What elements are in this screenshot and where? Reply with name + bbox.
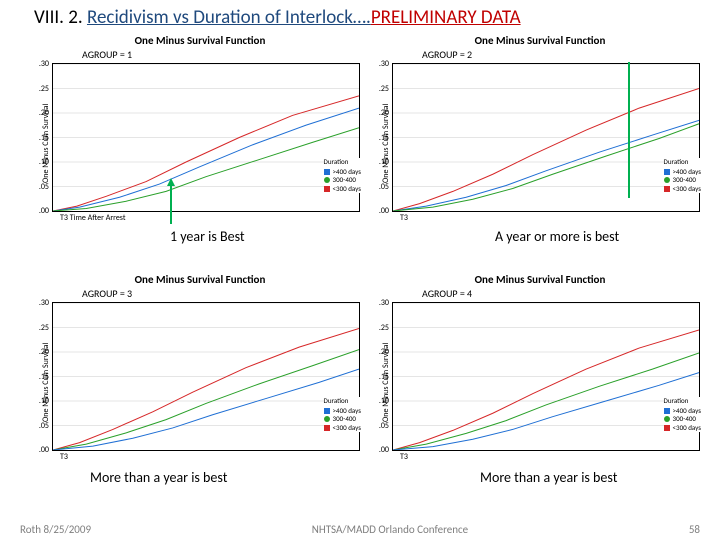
legend-item: <300 days xyxy=(664,424,701,432)
y-tick-label: .15 xyxy=(39,133,49,143)
title-suffix: PRELIMINARY DATA xyxy=(371,6,521,29)
y-tick-label: .20 xyxy=(379,108,389,118)
plot-area: .00.05.10.15.20.25.30Duration>400 days30… xyxy=(52,302,360,451)
panel-title: One Minus Survival Function xyxy=(40,273,360,286)
legend-marker-icon xyxy=(324,416,330,422)
slide-footer: Roth 8/25/2009 NHTSA/MADD Orlando Confer… xyxy=(0,523,720,536)
legend-label: <300 days xyxy=(673,185,701,193)
series-line xyxy=(53,328,359,450)
title-prefix: VIII. 2. xyxy=(34,6,87,29)
legend-marker-icon xyxy=(324,408,330,414)
legend-label: <300 days xyxy=(333,185,361,193)
legend: Duration>400 days300-400<300 days xyxy=(324,158,361,193)
y-tick-label: .30 xyxy=(379,298,389,308)
panel-subtitle: AGROUP = 4 xyxy=(380,287,700,300)
legend-marker-icon xyxy=(324,177,330,183)
y-tick-label: .15 xyxy=(39,372,49,382)
legend-marker-icon xyxy=(664,169,670,175)
legend: Duration>400 days300-400<300 days xyxy=(324,397,361,432)
title-main: Recidivism vs Duration of Interlock…. xyxy=(87,6,371,29)
legend: Duration>400 days300-400<300 days xyxy=(664,397,701,432)
y-tick-label: .30 xyxy=(39,298,49,308)
y-tick-label: .00 xyxy=(39,206,49,216)
legend-marker-icon xyxy=(664,177,670,183)
panel-caption: A year or more is best xyxy=(495,228,619,245)
chart-panel: One Minus Survival FunctionAGROUP = 1One… xyxy=(40,34,360,269)
y-tick-label: .20 xyxy=(39,108,49,118)
x-axis-label: T3 xyxy=(392,212,700,223)
legend-marker-icon xyxy=(324,169,330,175)
panel-title: One Minus Survival Function xyxy=(40,34,360,47)
legend-item: <300 days xyxy=(664,185,701,193)
y-tick-label: .20 xyxy=(39,347,49,357)
plot-area: .00.05.10.15.20.25.30Duration>400 days30… xyxy=(392,302,700,451)
legend-marker-icon xyxy=(664,416,670,422)
y-tick-label: .30 xyxy=(379,59,389,69)
chart-grid: One Minus Survival FunctionAGROUP = 1One… xyxy=(40,34,700,508)
legend-label: <300 days xyxy=(673,424,701,432)
y-tick-label: .00 xyxy=(39,445,49,455)
y-tick-label: .00 xyxy=(379,206,389,216)
panel-title: One Minus Survival Function xyxy=(380,34,700,47)
plot-area: .00.05.10.15.20.25.30Duration>400 days30… xyxy=(52,63,360,212)
legend-marker-icon xyxy=(324,425,330,431)
footer-right: 58 xyxy=(689,523,700,536)
y-tick-label: .05 xyxy=(39,182,49,192)
panel-caption: More than a year is best xyxy=(480,469,617,486)
series-line xyxy=(53,108,359,211)
y-tick-label: .10 xyxy=(379,157,389,167)
y-tick-label: .00 xyxy=(379,445,389,455)
x-axis-label: T3 xyxy=(392,451,700,462)
footer-center: NHTSA/MADD Orlando Conference xyxy=(312,523,468,536)
reference-line xyxy=(628,62,630,198)
panel-subtitle: AGROUP = 2 xyxy=(380,48,700,61)
chart-panel: One Minus Survival FunctionAGROUP = 2One… xyxy=(380,34,700,269)
slide-title: VIII. 2. Recidivism vs Duration of Inter… xyxy=(0,0,720,31)
panel-caption: More than a year is best xyxy=(90,469,227,486)
arrow-icon xyxy=(170,184,172,224)
y-tick-label: .10 xyxy=(39,157,49,167)
legend-marker-icon xyxy=(664,408,670,414)
y-tick-label: .25 xyxy=(39,84,49,94)
series-line xyxy=(393,124,699,211)
legend-marker-icon xyxy=(664,186,670,192)
legend-item: <300 days xyxy=(324,424,361,432)
legend-label: <300 days xyxy=(333,424,361,432)
footer-left: Roth 8/25/2009 xyxy=(20,523,91,536)
legend: Duration>400 days300-400<300 days xyxy=(664,158,701,193)
series-line xyxy=(393,89,699,212)
y-tick-label: .10 xyxy=(379,396,389,406)
y-tick-label: .05 xyxy=(379,182,389,192)
series-line xyxy=(393,373,699,450)
chart-panel: One Minus Survival FunctionAGROUP = 3One… xyxy=(40,273,360,508)
y-tick-label: .10 xyxy=(39,396,49,406)
panel-subtitle: AGROUP = 3 xyxy=(40,287,360,300)
y-tick-label: .05 xyxy=(379,421,389,431)
y-tick-label: .20 xyxy=(379,347,389,357)
x-axis-label: T3 xyxy=(52,451,360,462)
y-tick-label: .25 xyxy=(379,323,389,333)
series-line xyxy=(393,120,699,211)
legend-item: <300 days xyxy=(324,185,361,193)
chart-panel: One Minus Survival FunctionAGROUP = 4One… xyxy=(380,273,700,508)
y-tick-label: .15 xyxy=(379,133,389,143)
y-tick-label: .25 xyxy=(39,323,49,333)
plot-area: .00.05.10.15.20.25.30Duration>400 days30… xyxy=(392,63,700,212)
y-tick-label: .30 xyxy=(39,59,49,69)
series-line xyxy=(393,330,699,450)
y-tick-label: .05 xyxy=(39,421,49,431)
x-axis-label: T3 Time After Arrest xyxy=(52,212,360,223)
y-tick-label: .15 xyxy=(379,372,389,382)
panel-caption: 1 year is Best xyxy=(170,228,245,245)
y-tick-label: .25 xyxy=(379,84,389,94)
series-line xyxy=(53,369,359,450)
panel-subtitle: AGROUP = 1 xyxy=(40,48,360,61)
panel-title: One Minus Survival Function xyxy=(380,273,700,286)
legend-marker-icon xyxy=(324,186,330,192)
legend-marker-icon xyxy=(664,425,670,431)
